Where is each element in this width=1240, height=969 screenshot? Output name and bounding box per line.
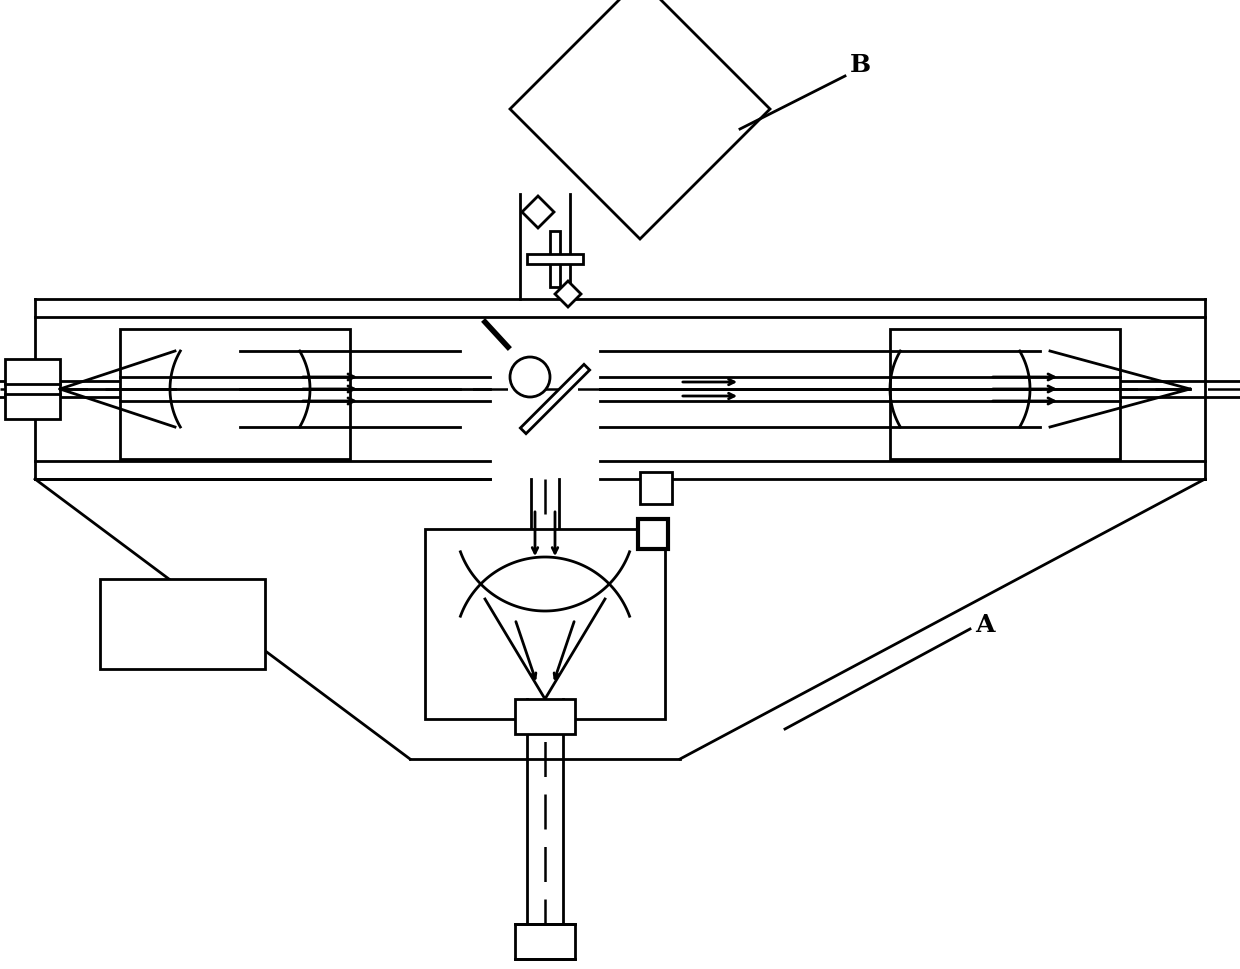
Bar [425,529,665,719]
Circle shape [510,358,551,397]
Text: A: A [975,612,994,637]
Bar [515,924,575,959]
Bar [640,473,672,505]
Bar [639,519,668,549]
Bar [120,329,350,459]
Polygon shape [522,197,554,229]
Bar [551,232,560,288]
Bar [515,700,575,735]
Text: B: B [849,53,872,77]
Polygon shape [510,0,770,239]
Bar [100,579,265,670]
Bar [5,359,60,420]
Bar [890,329,1120,459]
Bar [521,365,590,434]
Polygon shape [556,282,582,308]
Bar [527,255,583,265]
